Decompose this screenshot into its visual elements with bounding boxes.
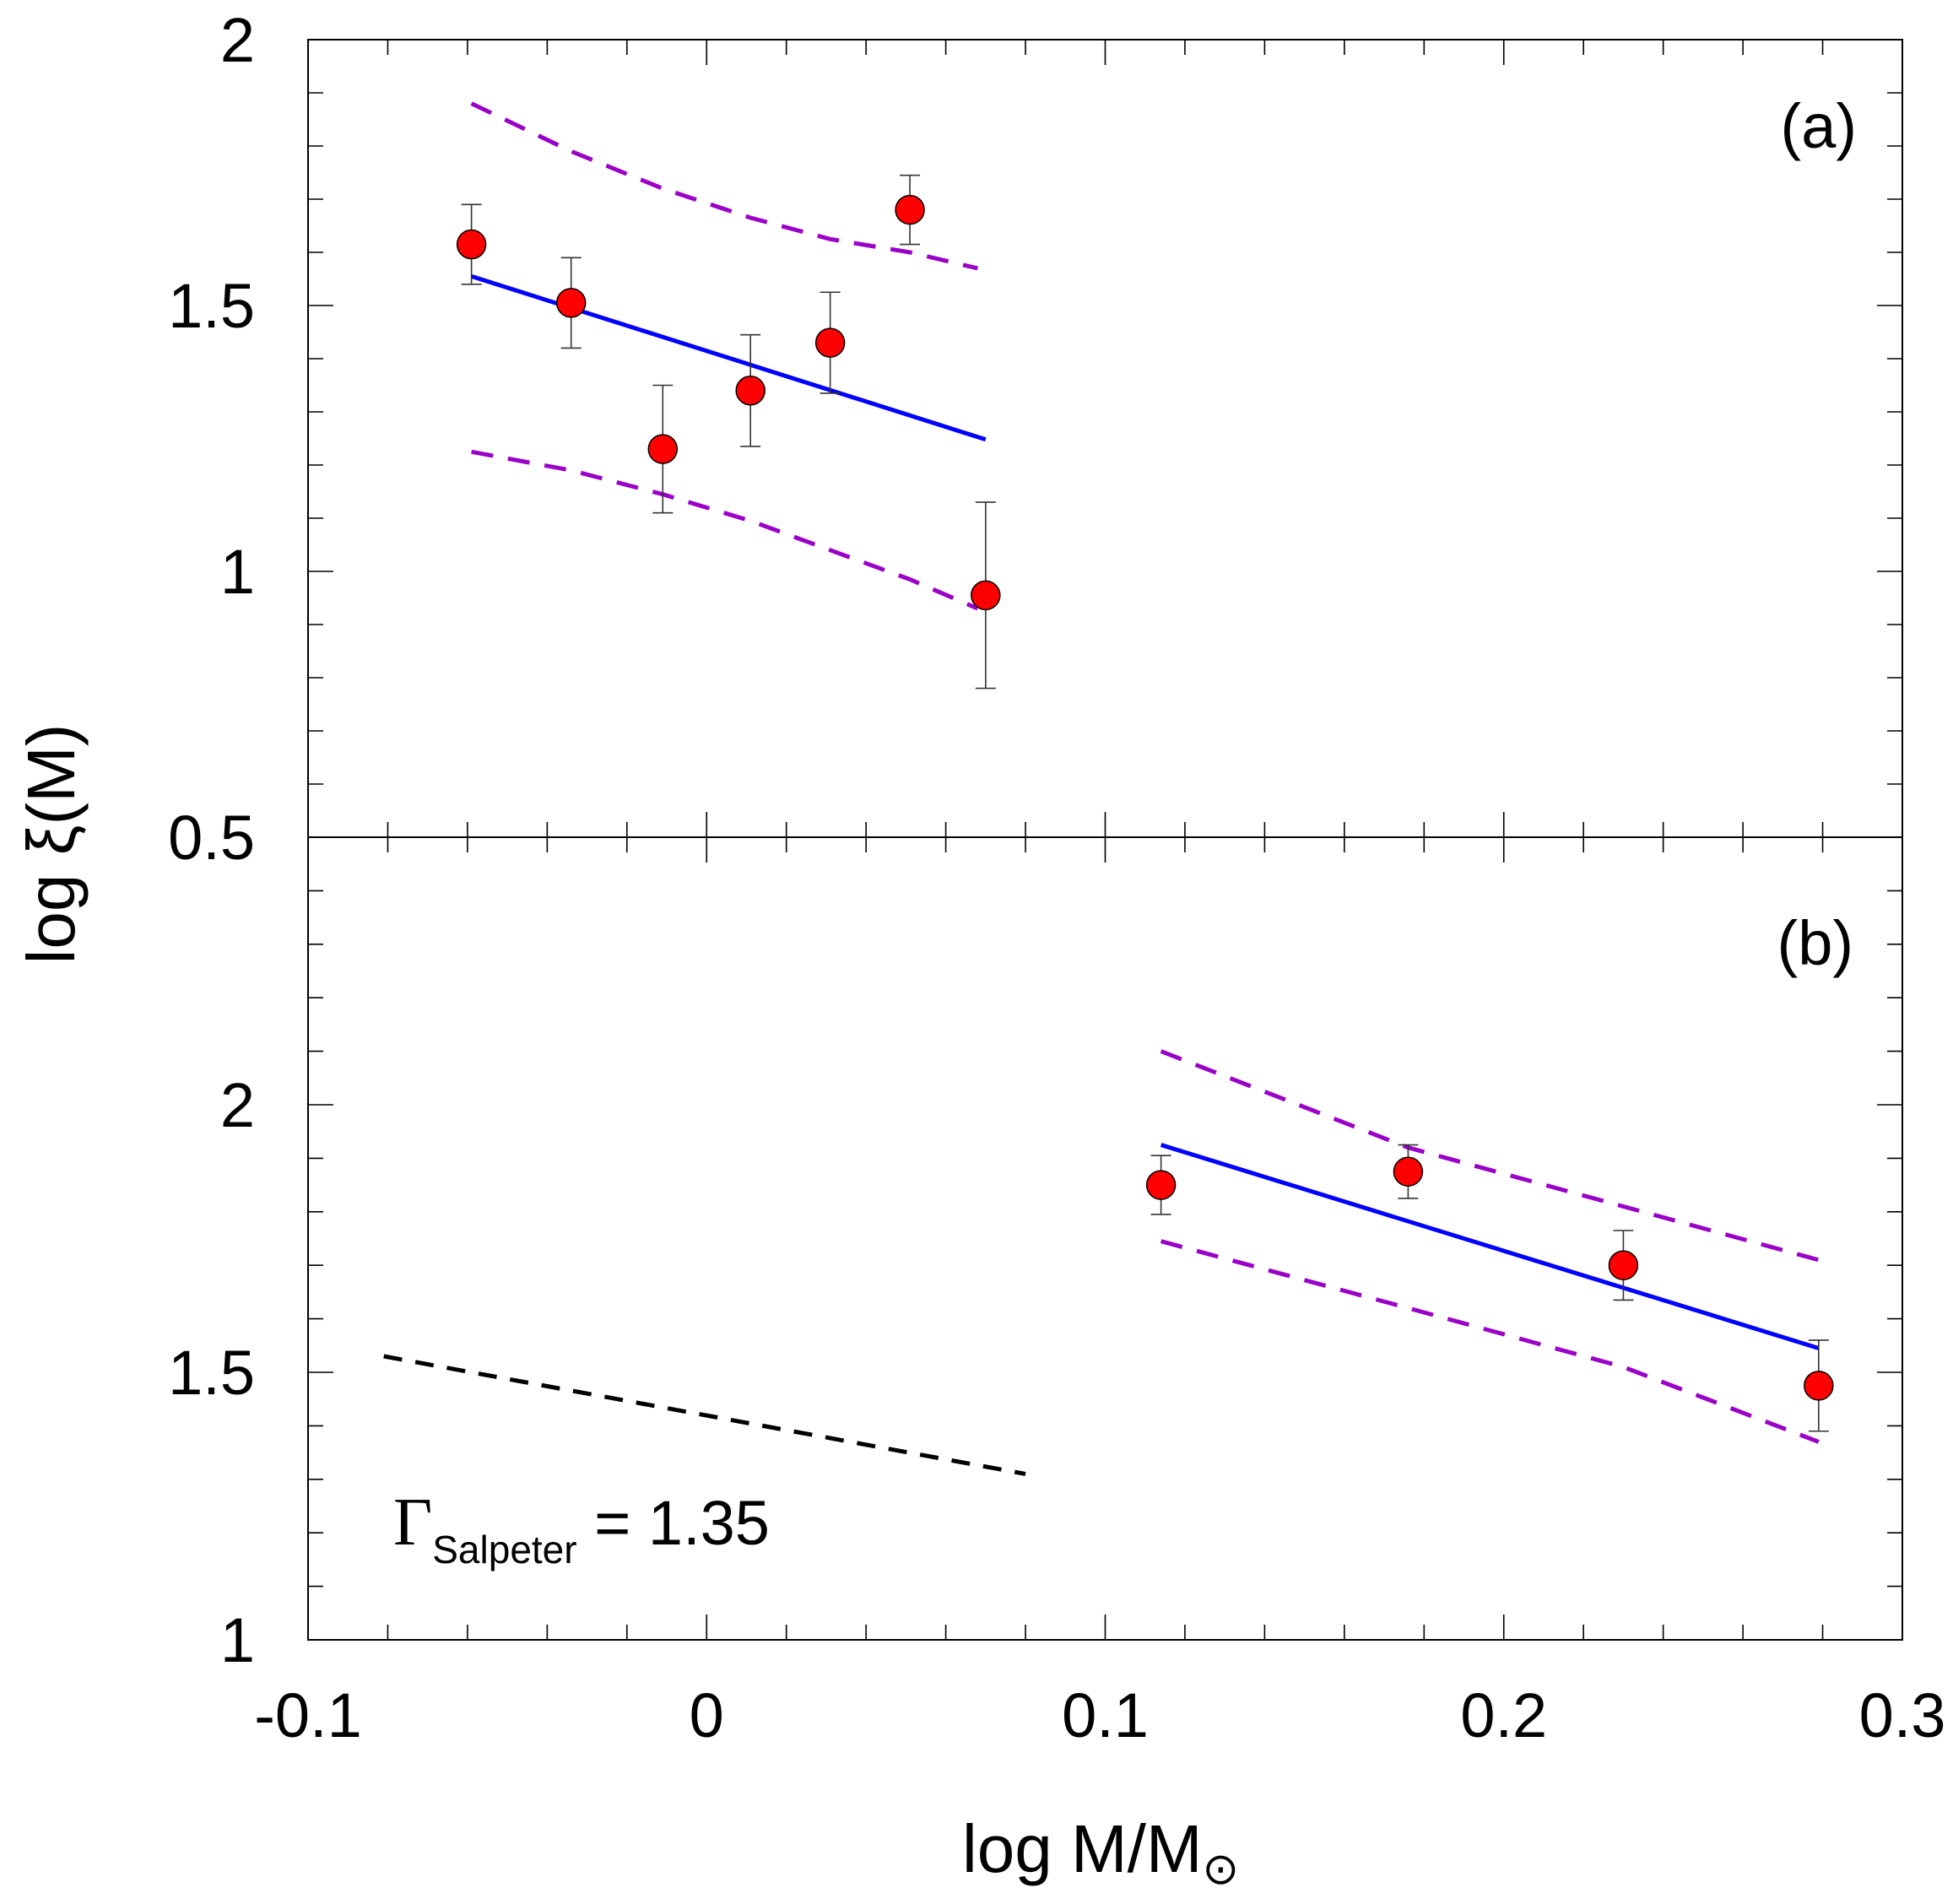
panel-a-upper-band: [470, 101, 978, 271]
x-tick-label: 0.3: [1859, 1680, 1946, 1750]
panel-a-lower-band: [471, 449, 979, 611]
tick-labels: 0.5 1 1.5 2 1 1.5 2 -0.1 0 0.1 0.2 0.3: [168, 5, 1945, 1750]
x-tick-label: -0.1: [254, 1680, 362, 1750]
panel-b-upper-band: [1160, 1049, 1820, 1263]
salpeter-value: = 1.35: [577, 1488, 770, 1558]
panel-a-ytick-label: 1: [220, 537, 255, 607]
panel-a-data-point: [895, 194, 925, 225]
panel-b-data-point: [1804, 1371, 1834, 1401]
x-tick-label: 0: [690, 1680, 724, 1750]
panel-a-data-point: [456, 229, 487, 260]
panel-a-label: (a): [1781, 91, 1857, 161]
salpeter-annotation: ΓSalpeter = 1.35: [393, 1485, 770, 1571]
panel-b-salpeter-line: [383, 1354, 1026, 1476]
panel-a-data-point: [814, 327, 846, 358]
panel-a-data-point: [735, 376, 766, 406]
y-axis-title: log ξ(M): [14, 724, 89, 965]
panel-b-ytick-label: 1: [220, 1605, 255, 1675]
x-axis-title-text: log M/M: [962, 1811, 1203, 1886]
panel-a-data-point: [555, 288, 587, 318]
x-tick-label: 0.1: [1062, 1680, 1149, 1750]
x-tick-label: 0.2: [1460, 1680, 1547, 1750]
panel-b-fit-line: [1160, 1143, 1820, 1350]
panel-b-data-point: [1608, 1250, 1639, 1280]
panel-b-ytick-label: 2: [220, 1070, 255, 1140]
panel-b-ytick-label: 1.5: [168, 1338, 255, 1408]
gamma-symbol: Γ: [393, 1485, 432, 1560]
tick-marks: [307, 39, 1903, 1641]
panel-b-frame: [307, 836, 1903, 1641]
panel-a-ytick-label: 1.5: [168, 271, 255, 341]
sun-symbol: ⊙: [1203, 1845, 1240, 1894]
panel-a-data-point: [647, 434, 679, 464]
panel-a-data-point: [971, 580, 1001, 611]
plot-marks: [383, 101, 1834, 1476]
panel-b-lower-band: [1160, 1239, 1820, 1444]
panel-a-ytick-label: 2: [220, 5, 255, 75]
x-axis-title: log M/M⊙: [962, 1811, 1239, 1894]
panel-a-ytick-label: 0.5: [168, 803, 255, 873]
salpeter-subscript: Salpeter: [432, 1528, 576, 1571]
panel-a-frame: [307, 39, 1903, 838]
panel-b-data-point: [1393, 1156, 1424, 1187]
panel-b-label: (b): [1777, 908, 1853, 978]
panel-b-data-point: [1145, 1170, 1177, 1200]
panel-a-fit-line: [470, 273, 987, 442]
